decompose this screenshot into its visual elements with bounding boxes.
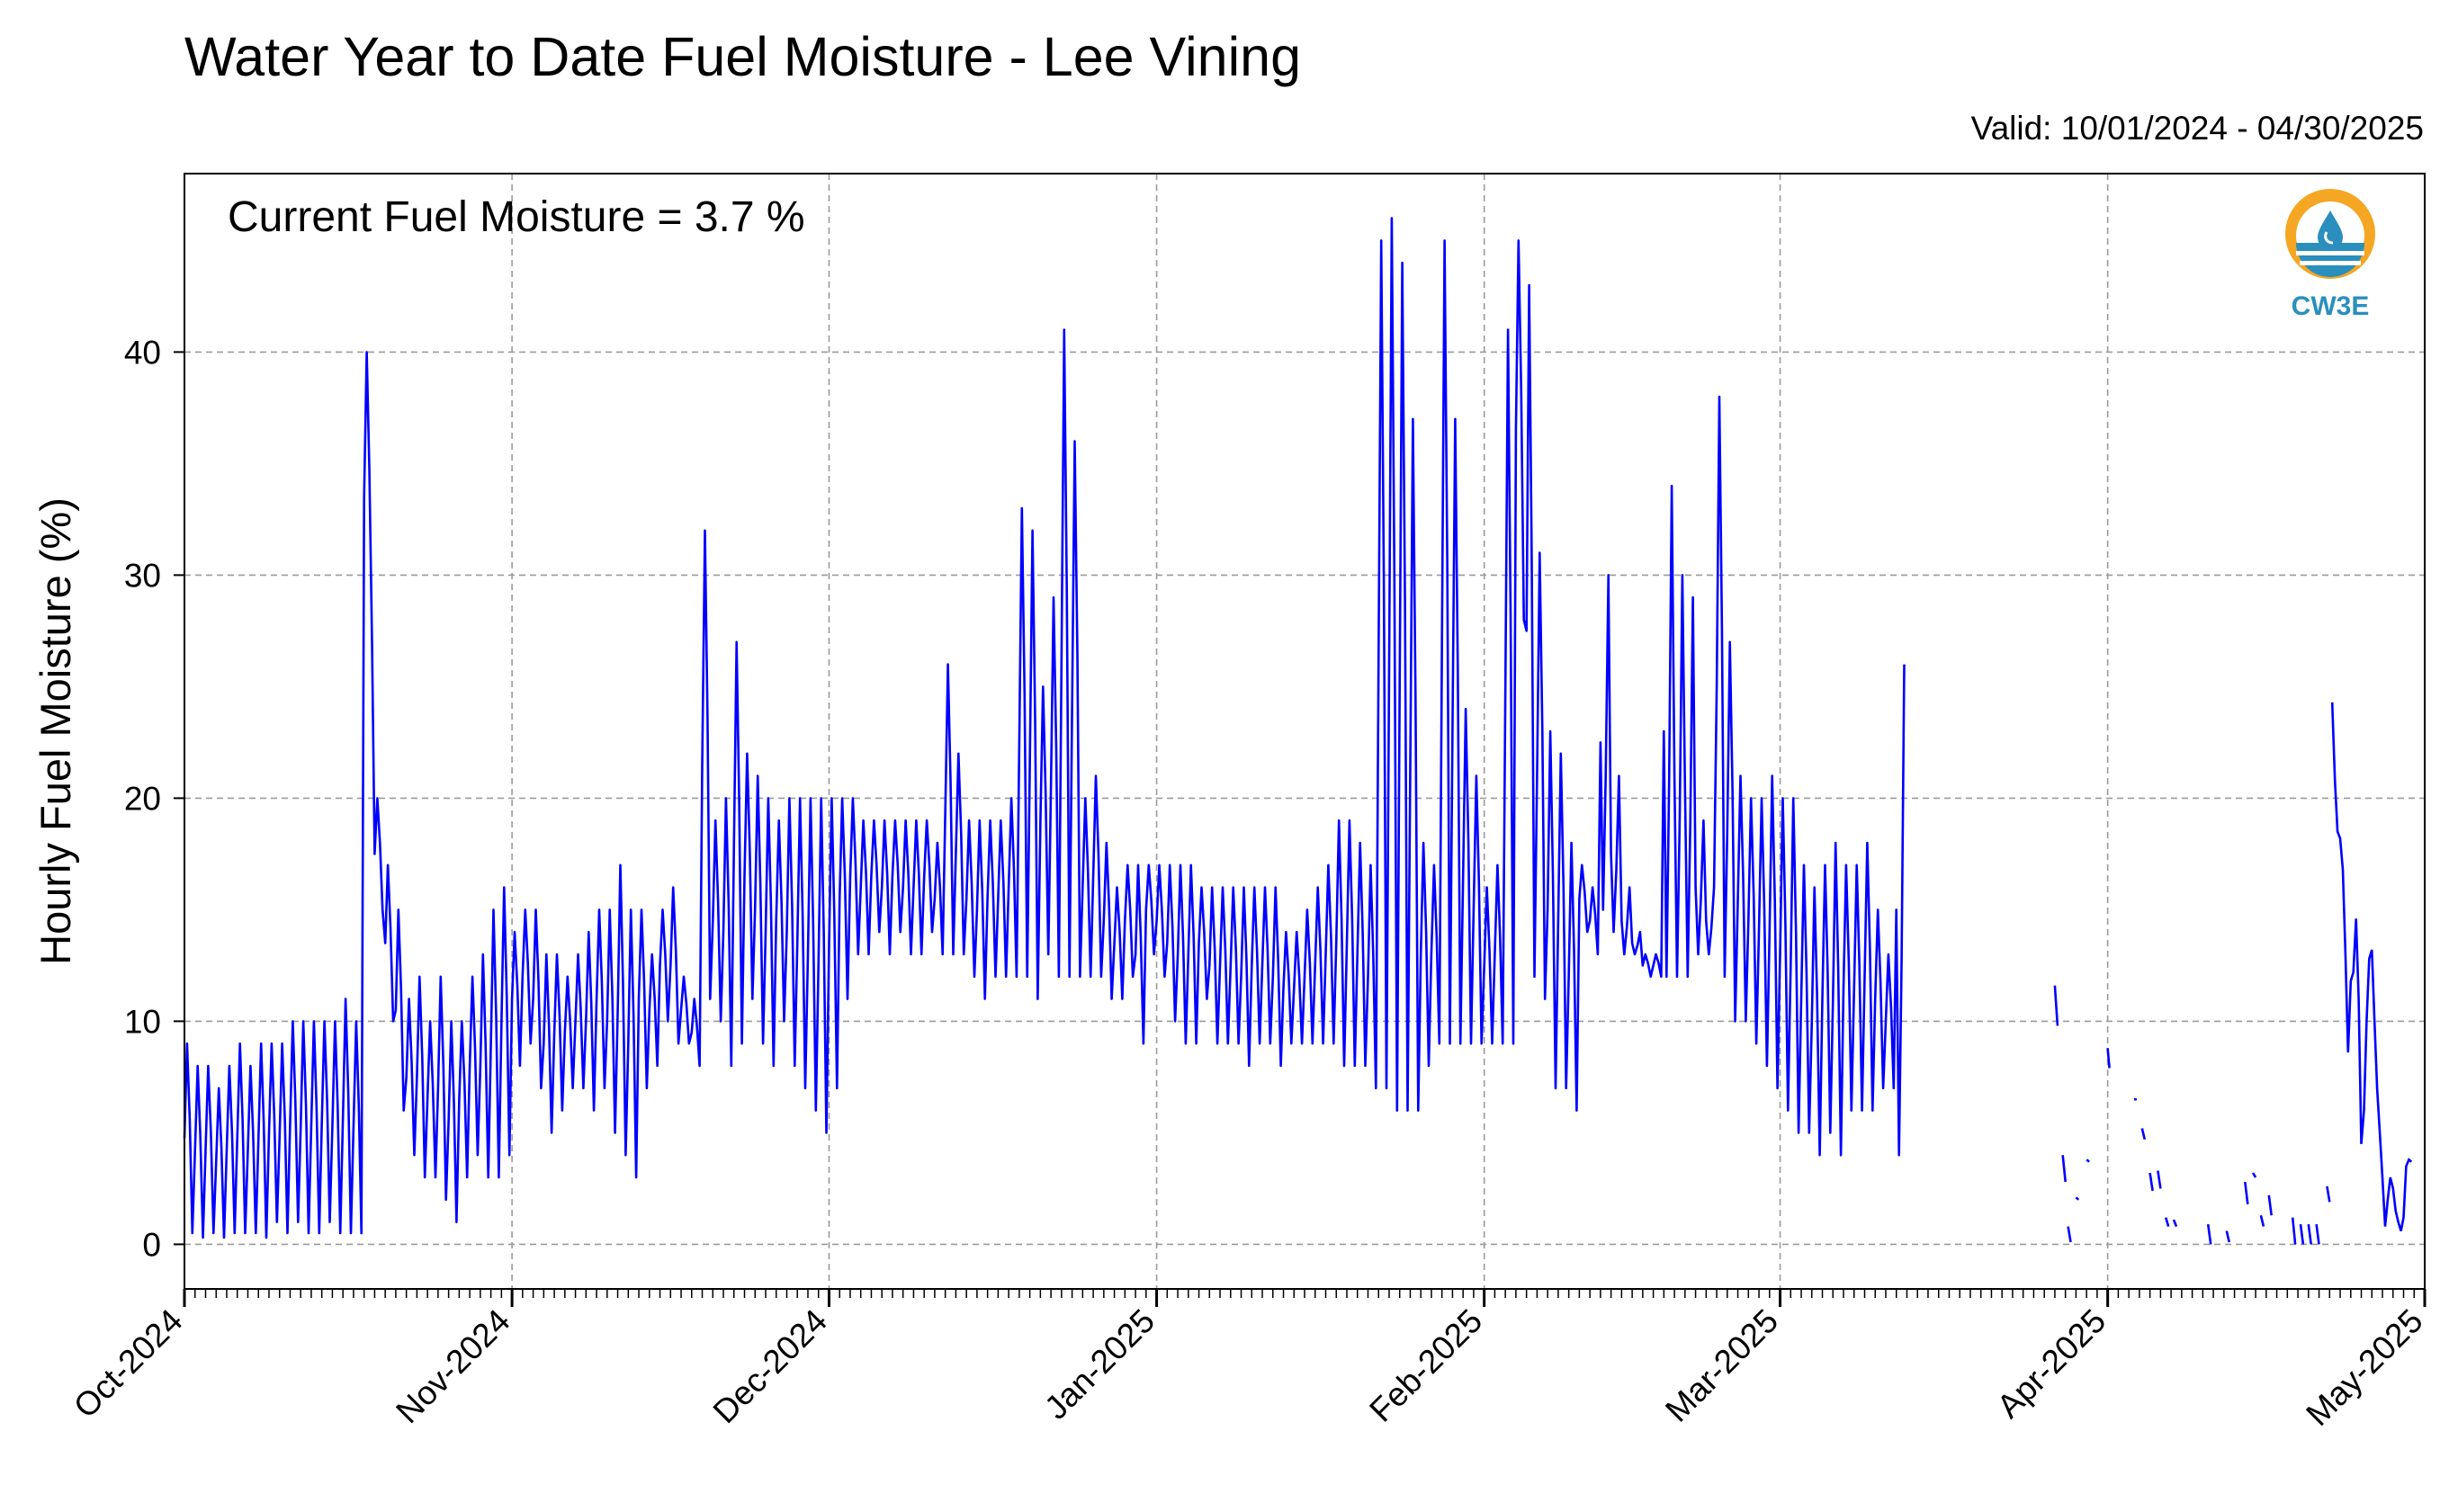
series-segment xyxy=(2075,1196,2080,1201)
series-segment xyxy=(2315,1223,2320,1245)
x-tick-label: Dec-2024 xyxy=(706,1302,834,1430)
series-segment xyxy=(2106,1048,2111,1069)
series-segment xyxy=(2291,1217,2297,1245)
series-segment xyxy=(2172,1219,2178,1228)
series-segment xyxy=(2053,985,2059,1026)
series-segment xyxy=(2225,1230,2230,1243)
series-segment xyxy=(2148,1172,2154,1192)
x-tick-label: Nov-2024 xyxy=(389,1302,516,1430)
series-segment xyxy=(2251,1172,2257,1178)
series-segment xyxy=(2157,1170,2162,1189)
current-fuel-moisture-annotation: Current Fuel Moisture = 3.7 % xyxy=(228,193,805,241)
y-axis-label: Hourly Fuel Moisture (%) xyxy=(31,497,79,965)
x-tick-label: Apr-2025 xyxy=(1990,1302,2113,1426)
grid-lines xyxy=(184,174,2426,1289)
series-segment xyxy=(2140,1128,2147,1141)
series-line xyxy=(183,217,1906,1239)
series-segment xyxy=(2307,1223,2312,1245)
series-segment xyxy=(2067,1226,2072,1243)
y-tick-label: 0 xyxy=(142,1226,161,1263)
y-axis: 0 10 20 30 40 xyxy=(124,334,184,1263)
x-tick-label: May-2025 xyxy=(2299,1302,2429,1433)
series-segment xyxy=(2259,1214,2265,1227)
series-segment xyxy=(2086,1159,2090,1163)
x-axis: Oct-2024 Nov-2024 Dec-2024 Jan-2025 Feb-2025… xyxy=(67,1289,2430,1433)
series-segment xyxy=(2299,1223,2305,1245)
x-tick-label: Feb-2025 xyxy=(1362,1302,1489,1429)
series-segment xyxy=(2326,1185,2331,1203)
series-segment xyxy=(2244,1181,2249,1204)
series-segment xyxy=(2330,702,2413,1231)
y-tick-label: 20 xyxy=(124,780,161,817)
chart-title: Water Year to Date Fuel Moisture - Lee V… xyxy=(184,26,1301,87)
y-tick-label: 40 xyxy=(124,334,161,371)
x-tick-label: Mar-2025 xyxy=(1658,1302,1785,1429)
x-tick-label: Jan-2025 xyxy=(1037,1302,1162,1427)
series-segment xyxy=(2267,1194,2273,1216)
series-segment xyxy=(2164,1217,2170,1227)
fuel-moisture-series xyxy=(183,217,2413,1245)
series-segment xyxy=(2061,1155,2067,1183)
y-tick-label: 10 xyxy=(124,1003,161,1040)
valid-date-range: Valid: 10/01/2024 - 04/30/2025 xyxy=(1970,110,2424,147)
x-tick-label: Oct-2024 xyxy=(67,1302,190,1426)
cw3e-logo: CW3E xyxy=(2285,189,2375,321)
cw3e-water-drop-logo-icon xyxy=(2285,189,2375,279)
logo-text: CW3E xyxy=(2292,291,2370,321)
series-segment xyxy=(2206,1223,2212,1245)
y-tick-label: 30 xyxy=(124,557,161,594)
plot-frame xyxy=(184,173,2426,1290)
